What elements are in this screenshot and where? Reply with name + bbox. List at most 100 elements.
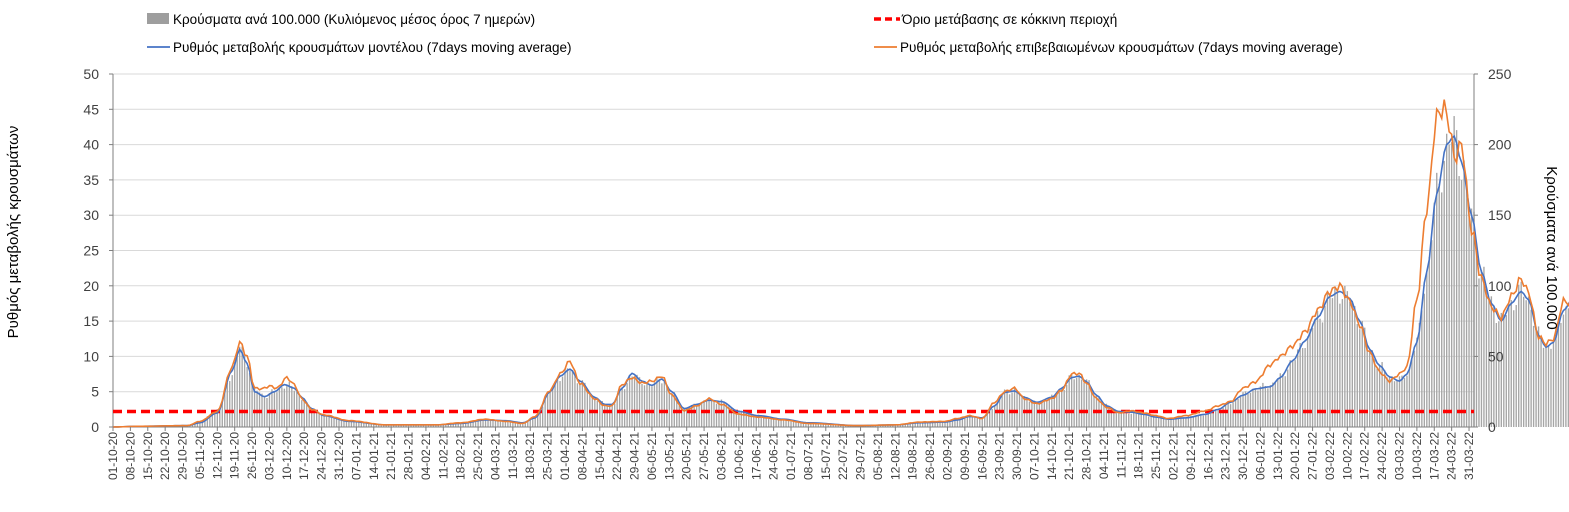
bar xyxy=(1068,375,1070,427)
bar xyxy=(941,422,944,427)
x-tick-label: 06-05-21 xyxy=(645,432,659,480)
bar xyxy=(584,382,586,427)
bar xyxy=(1406,375,1408,427)
bar xyxy=(1175,418,1177,427)
bar xyxy=(820,423,822,427)
bar xyxy=(1361,320,1363,427)
bar xyxy=(541,406,544,427)
bar xyxy=(581,380,584,427)
bar xyxy=(1157,417,1160,427)
bar xyxy=(517,422,519,427)
bar xyxy=(792,419,795,427)
bar xyxy=(278,388,281,427)
bar xyxy=(358,422,360,427)
x-tick-label: 10-12-20 xyxy=(280,432,294,480)
bar xyxy=(1185,417,1187,427)
x-tick-label: 20-01-22 xyxy=(1288,432,1302,480)
bar xyxy=(546,391,549,427)
bar xyxy=(934,422,936,427)
bar xyxy=(1336,290,1339,427)
y-tick-label-right: 200 xyxy=(1488,137,1512,153)
bar xyxy=(392,424,395,427)
x-tick-label: 11-02-21 xyxy=(436,432,450,479)
bar xyxy=(273,391,276,427)
bar xyxy=(738,410,740,427)
bar xyxy=(1058,389,1060,427)
bar xyxy=(1165,419,1167,427)
bar xyxy=(477,420,479,427)
bar xyxy=(1212,412,1214,427)
bar xyxy=(209,415,211,427)
y-tick-label-right: 100 xyxy=(1488,278,1512,294)
bar xyxy=(1192,416,1195,427)
x-tick-label: 06-01-22 xyxy=(1253,432,1267,480)
bar xyxy=(1301,348,1304,427)
bar xyxy=(623,389,626,427)
bar xyxy=(1160,417,1162,427)
model-line xyxy=(112,134,1569,428)
bar xyxy=(323,415,325,427)
bar xyxy=(1562,314,1565,427)
bar xyxy=(460,422,462,427)
bar xyxy=(926,422,929,427)
bar xyxy=(487,420,489,427)
bar xyxy=(1359,329,1361,427)
bar xyxy=(378,424,380,427)
bar xyxy=(661,383,663,427)
bar xyxy=(1463,160,1465,427)
bar xyxy=(427,424,430,427)
bar xyxy=(574,374,576,427)
bar xyxy=(226,382,228,427)
bar xyxy=(482,419,484,427)
bar xyxy=(638,377,641,427)
bar xyxy=(1321,322,1324,427)
x-tick-label: 02-12-21 xyxy=(1166,432,1180,480)
bar xyxy=(1287,369,1289,427)
x-tick-label: 05-11-20 xyxy=(193,432,207,479)
x-tick-label: 01-07-21 xyxy=(784,432,798,480)
bar xyxy=(1207,412,1209,427)
bar xyxy=(805,422,807,427)
x-tick-label: 07-01-21 xyxy=(349,432,363,480)
bar xyxy=(1371,350,1373,427)
bar xyxy=(1284,376,1286,427)
bar xyxy=(1418,322,1421,427)
bar xyxy=(1078,375,1080,427)
bar xyxy=(1033,400,1036,427)
bar xyxy=(1565,306,1567,427)
bar xyxy=(457,423,459,427)
bar xyxy=(437,424,440,427)
bar xyxy=(636,374,638,427)
bar xyxy=(842,424,844,427)
bar xyxy=(1135,413,1137,427)
bar xyxy=(1316,311,1319,427)
bar xyxy=(1123,410,1125,427)
bar xyxy=(1182,418,1185,427)
bar xyxy=(981,418,983,427)
bar xyxy=(1162,418,1165,427)
bar xyxy=(710,398,713,427)
bar xyxy=(1411,359,1413,427)
bar xyxy=(1145,415,1147,427)
bar xyxy=(281,387,283,427)
x-tick-label: 17-02-22 xyxy=(1358,432,1372,480)
bar xyxy=(993,406,996,427)
y-tick-label-left: 0 xyxy=(91,419,99,435)
bar xyxy=(974,417,976,427)
bar xyxy=(767,417,770,427)
bar xyxy=(1177,417,1180,427)
bar xyxy=(1537,326,1540,427)
x-tick-label: 04-02-21 xyxy=(419,432,433,480)
bar xyxy=(653,382,656,427)
bar xyxy=(1155,417,1157,427)
bar xyxy=(380,424,382,427)
bar xyxy=(1493,306,1495,427)
bar xyxy=(1227,402,1229,427)
bar xyxy=(1376,368,1378,427)
bar xyxy=(1388,376,1391,427)
bar xyxy=(1488,298,1490,427)
x-tick-label: 19-08-21 xyxy=(906,432,920,480)
bar xyxy=(1222,407,1224,427)
bar xyxy=(383,424,385,427)
x-tick-label: 16-09-21 xyxy=(975,432,989,480)
